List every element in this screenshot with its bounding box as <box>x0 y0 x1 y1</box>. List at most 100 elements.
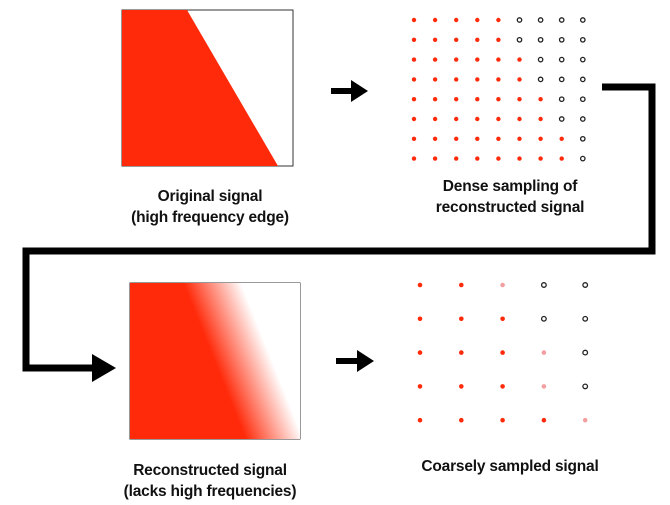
dense-sample-dot <box>558 96 565 103</box>
coarse-sample-dot <box>582 417 588 423</box>
dense-sample-dot <box>537 17 544 23</box>
dense-sample-dot <box>475 57 480 62</box>
coarse-sample-dot <box>541 350 547 355</box>
dense-sample-dot <box>475 136 480 141</box>
reconstructed-signal-caption-line2: (lacks high frequencies) <box>123 483 297 500</box>
original-signal-caption-line1: Original signal <box>157 188 263 205</box>
coarse-sample-grid <box>417 282 589 423</box>
dense-sample-dot <box>558 76 565 83</box>
coarse-sample-dot <box>500 316 505 322</box>
dense-sample-dot <box>496 136 501 141</box>
dense-sample-dot <box>411 17 417 23</box>
dense-sample-dot <box>579 155 586 162</box>
original-signal-panel <box>121 9 294 167</box>
dense-sample-dot <box>579 116 586 122</box>
coarse-sample-dot <box>500 282 505 288</box>
original-signal-caption: Original signal (high frequency edge) <box>100 186 320 228</box>
dense-sample-dot <box>432 156 438 161</box>
coarse-sample-dot <box>417 282 423 288</box>
dense-sample-dot <box>558 116 565 122</box>
dense-sample-dot <box>411 77 417 82</box>
dense-sample-dot <box>559 136 564 141</box>
coarse-sample-dot <box>540 282 547 288</box>
coarse-sample-dot <box>540 315 547 322</box>
dense-sample-dot <box>454 17 459 23</box>
coarse-sampling-caption: Coarsely sampled signal <box>395 456 625 477</box>
dense-sample-dot <box>475 77 480 82</box>
reconstructed-signal-caption: Reconstructed signal (lacks high frequen… <box>100 460 320 502</box>
coarse-sample-dot <box>459 350 464 355</box>
coarse-sample-dot <box>582 383 589 390</box>
coarse-sample-dot <box>582 315 589 322</box>
dense-sample-dot <box>579 76 586 83</box>
dense-sample-dot <box>475 116 480 122</box>
dense-sample-grid <box>411 17 586 162</box>
dense-sample-dot <box>516 17 523 23</box>
dense-sampling-caption-line1: Dense sampling of <box>442 178 578 195</box>
dense-sample-dot <box>579 96 586 103</box>
dense-sample-dot <box>432 37 438 42</box>
dense-sampling-caption-line2: reconstructed signal <box>435 199 585 216</box>
coarse-sample-dot <box>459 316 464 322</box>
dense-sample-dot <box>538 97 543 102</box>
dense-sample-dot <box>537 56 544 63</box>
dense-sample-dot <box>432 57 438 62</box>
dense-sample-dot <box>432 97 438 102</box>
dense-sample-dot <box>579 135 586 142</box>
dense-sample-dot <box>558 17 565 23</box>
coarse-sample-dot <box>459 282 464 288</box>
dense-sample-dot <box>537 36 544 43</box>
coarse-sample-dot <box>500 350 505 355</box>
dense-sample-dot <box>517 116 522 122</box>
coarse-sample-dot <box>417 350 423 355</box>
coarse-sampling-caption-line1: Coarsely sampled signal <box>421 458 599 475</box>
dense-sample-dot <box>517 77 522 82</box>
arrow-reconstructed-to-coarse <box>336 350 374 372</box>
dense-sample-dot <box>579 36 586 43</box>
coarse-sample-dot <box>417 316 423 322</box>
dense-sample-dot <box>432 17 438 23</box>
coarse-sample-dot <box>541 384 547 389</box>
dense-sample-dot <box>537 76 544 83</box>
coarse-sample-dot <box>417 417 423 423</box>
dense-sample-dot <box>496 97 501 102</box>
dense-sampling-caption: Dense sampling of reconstructed signal <box>395 176 625 218</box>
dense-sample-dot <box>496 116 501 122</box>
dense-sample-dot <box>454 116 459 122</box>
dense-sample-dot <box>411 97 417 102</box>
dense-sample-dot <box>496 37 501 42</box>
dense-sample-dot <box>496 156 501 161</box>
dense-sample-dot <box>579 56 586 63</box>
dense-sample-dot <box>454 57 459 62</box>
reconstructed-signal-blurred-region <box>130 283 300 439</box>
coarse-sample-dot <box>459 384 464 389</box>
dense-sample-dot <box>432 116 438 122</box>
reconstructed-signal-panel <box>129 282 301 440</box>
dense-sample-dot <box>411 116 417 122</box>
dense-sample-dot <box>516 36 523 43</box>
dense-sample-dot <box>454 136 459 141</box>
dense-sample-dot <box>475 37 480 42</box>
dense-sample-dot <box>411 136 417 141</box>
dense-sample-dot <box>517 57 522 62</box>
coarse-sample-dot <box>500 417 505 423</box>
dense-sample-dot <box>454 156 459 161</box>
dense-sample-dot <box>558 56 565 63</box>
dense-sample-dot <box>432 77 438 82</box>
dense-sample-dot <box>475 156 480 161</box>
dense-sample-dot <box>496 77 501 82</box>
dense-sample-dot <box>454 77 459 82</box>
coarse-sample-dot <box>541 417 547 423</box>
dense-sample-dot <box>411 37 417 42</box>
dense-sample-dot <box>517 97 522 102</box>
dense-sample-dot <box>559 156 564 161</box>
dense-sample-dot <box>496 57 501 62</box>
dense-sample-dot <box>454 97 459 102</box>
dense-sample-dot <box>517 136 522 141</box>
dense-sample-dot <box>558 36 565 43</box>
coarse-sample-dot <box>417 384 423 389</box>
dense-sample-dot <box>411 57 417 62</box>
dense-sample-dot <box>538 136 543 141</box>
coarse-sample-dot <box>582 282 589 288</box>
reconstructed-signal-caption-line1: Reconstructed signal <box>133 462 287 479</box>
